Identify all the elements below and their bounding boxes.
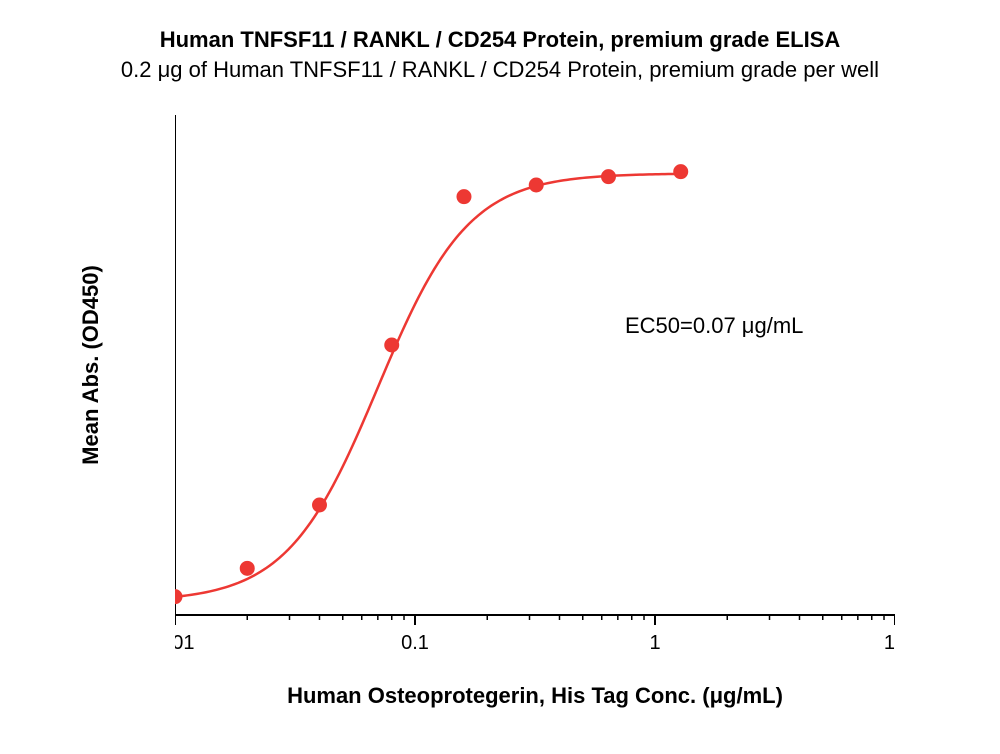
x-axis-title: Human Osteoprotegerin, His Tag Conc. (μg…	[175, 683, 895, 709]
plot-area: 01230.010.1110	[175, 115, 895, 615]
y-axis-title: Mean Abs. (OD450)	[78, 115, 104, 615]
x-tick-label: 1	[649, 632, 660, 654]
fit-curve	[175, 174, 681, 597]
chart-title-sub: 0.2 μg of Human TNFSF11 / RANKL / CD254 …	[0, 56, 1000, 84]
data-point	[312, 498, 326, 512]
x-tick-label: 10	[884, 632, 895, 654]
plot-svg: 01230.010.1110	[175, 115, 895, 675]
y-axis-title-wrap: Mean Abs. (OD450)	[78, 0, 108, 115]
data-point	[601, 170, 615, 184]
data-point	[240, 561, 254, 575]
data-point	[457, 190, 471, 204]
data-point	[175, 590, 182, 604]
data-point	[529, 178, 543, 192]
chart-title-main: Human TNFSF11 / RANKL / CD254 Protein, p…	[0, 26, 1000, 54]
x-tick-label: 0.01	[175, 632, 194, 654]
chart-title-block: Human TNFSF11 / RANKL / CD254 Protein, p…	[0, 26, 1000, 83]
data-point	[385, 338, 399, 352]
chart-container: Human TNFSF11 / RANKL / CD254 Protein, p…	[0, 0, 1000, 754]
x-tick-label: 0.1	[401, 632, 429, 654]
data-point	[674, 165, 688, 179]
